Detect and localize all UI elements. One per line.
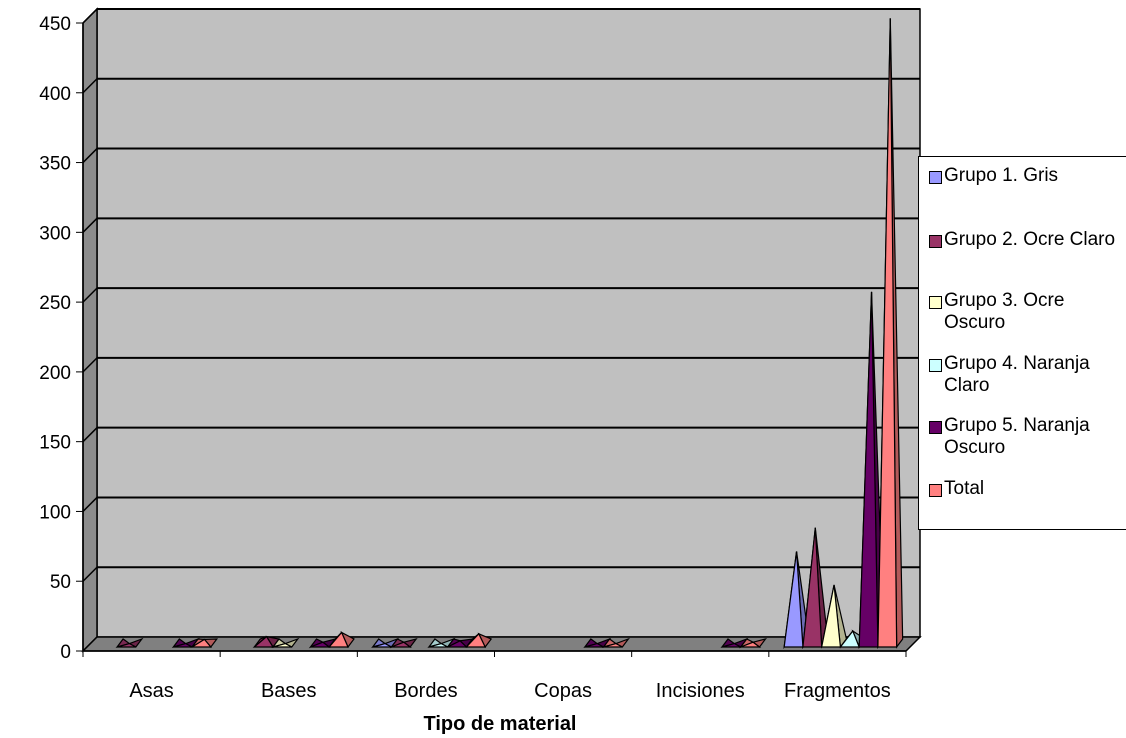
legend-item: Grupo 4. Naranja Claro bbox=[929, 353, 1126, 397]
legend-item: Grupo 3. Ocre Oscuro bbox=[929, 290, 1126, 334]
chart-walls bbox=[81, 7, 922, 653]
y-tick-labels: 0 50 100 150 200 250 300 350 400 450 bbox=[39, 14, 83, 663]
pyramid-mark bbox=[115, 637, 144, 649]
gridline-side bbox=[82, 78, 98, 94]
y-tick-label: 350 bbox=[39, 154, 71, 175]
pyramid-mark bbox=[720, 637, 749, 649]
x-tick-label: Fragmentos bbox=[784, 680, 891, 702]
pyramid-mark bbox=[171, 637, 200, 649]
back-wall bbox=[96, 8, 921, 638]
pyramid-mark bbox=[820, 584, 848, 649]
y-tick-label: 150 bbox=[39, 433, 71, 454]
y-tick-label: 300 bbox=[39, 223, 71, 244]
pyramid-mark bbox=[189, 638, 219, 648]
legend-item: Grupo 1. Gris bbox=[929, 165, 1126, 187]
pyramid-mark bbox=[252, 635, 281, 649]
legend-swatch bbox=[929, 296, 942, 309]
pyramid-mark bbox=[465, 632, 493, 649]
legend-label: Total bbox=[944, 478, 985, 499]
x-tick-label: Bordes bbox=[394, 680, 457, 702]
gridline-side bbox=[82, 287, 98, 303]
gridline-side bbox=[82, 217, 98, 233]
legend-label: Grupo 2. Ocre Claro bbox=[944, 229, 1116, 250]
pyramid-mark bbox=[427, 637, 456, 649]
x-tick-label: Bases bbox=[261, 680, 317, 702]
gridlines bbox=[82, 8, 920, 582]
legend-item: Grupo 5. Naranja Oscuro bbox=[929, 415, 1126, 459]
gridline-side bbox=[82, 496, 98, 512]
legend-swatch bbox=[929, 235, 942, 248]
pyramid-mark bbox=[783, 551, 810, 650]
y-tick-label: 250 bbox=[39, 293, 71, 314]
pyramid-mark bbox=[271, 637, 300, 649]
gridline-side bbox=[82, 357, 98, 373]
gridline-side bbox=[82, 148, 98, 164]
legend-item: Total bbox=[929, 478, 1126, 500]
pyramid-mark bbox=[802, 527, 829, 650]
y-tick-label: 200 bbox=[39, 363, 71, 384]
y-tick-label: 400 bbox=[39, 84, 71, 105]
legend-label: Grupo 1. Gris bbox=[944, 165, 1059, 186]
x-tick-labels: Asas Bases Bordes Copas Incisiones Fragmentos bbox=[82, 651, 907, 702]
legend-swatch bbox=[929, 171, 942, 184]
legend: Grupo 1. Gris Grupo 2. Ocre Claro Grupo … bbox=[918, 156, 1126, 530]
y-tick-label: 0 bbox=[60, 642, 71, 663]
y-tick-label: 450 bbox=[39, 14, 71, 35]
legend-swatch bbox=[929, 421, 942, 434]
gridline-side bbox=[82, 427, 98, 443]
pyramid-mark bbox=[739, 637, 767, 649]
y-tick-label: 100 bbox=[39, 502, 71, 523]
legend-swatch bbox=[929, 484, 942, 497]
legend-label: Grupo 5. Naranja Oscuro bbox=[944, 415, 1090, 458]
x-axis-title: Tipo de material bbox=[423, 713, 576, 735]
y-tick-label: 50 bbox=[50, 572, 71, 593]
pyramid-mark bbox=[877, 18, 904, 649]
gridline-side bbox=[82, 566, 98, 582]
gridline-side bbox=[82, 8, 98, 24]
pyramid-marks bbox=[115, 18, 904, 650]
x-tick-label: Incisiones bbox=[656, 680, 745, 702]
pyramid-mark bbox=[602, 637, 631, 649]
x-tick-label: Copas bbox=[534, 680, 592, 702]
legend-label: Grupo 4. Naranja Claro bbox=[944, 353, 1090, 396]
legend-swatch bbox=[929, 359, 942, 372]
pyramid-mark bbox=[327, 631, 355, 649]
legend-label: Grupo 3. Ocre Oscuro bbox=[944, 290, 1065, 333]
pyramid-mark bbox=[389, 637, 418, 649]
legend-item: Grupo 2. Ocre Claro bbox=[929, 229, 1126, 251]
side-wall bbox=[82, 7, 98, 653]
x-tick-label: Asas bbox=[129, 680, 173, 702]
